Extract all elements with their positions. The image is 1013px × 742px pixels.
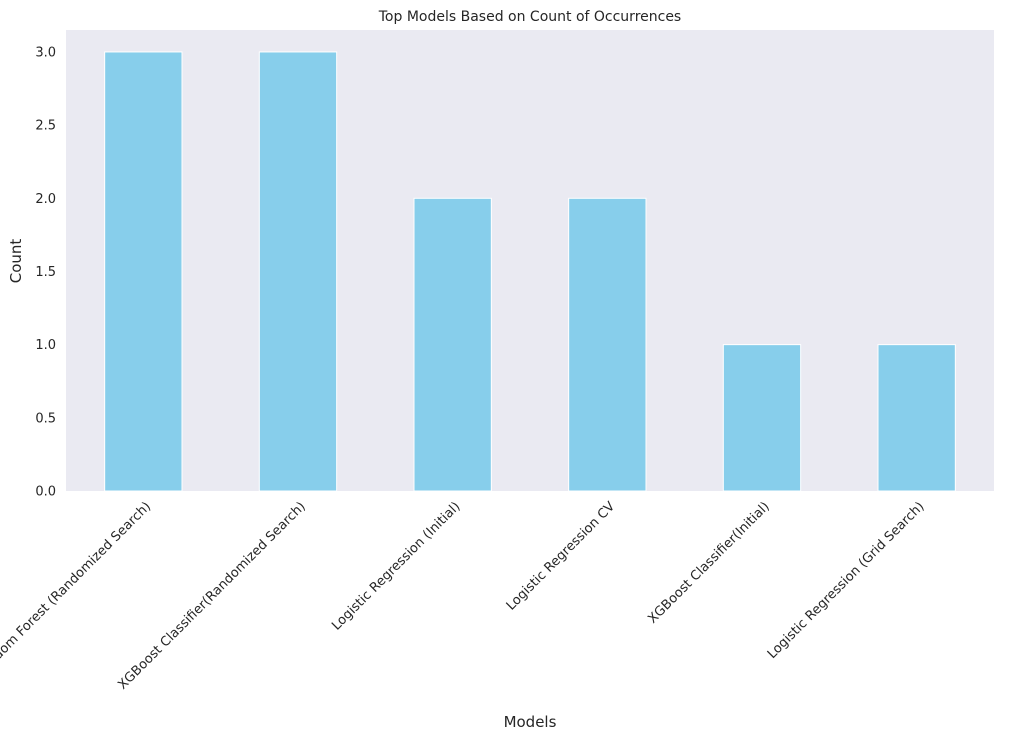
- x-tick-label-1: Random Forest (Randomized Search): [0, 499, 154, 680]
- bars-group: [104, 51, 956, 492]
- bar-1: [104, 51, 183, 492]
- y-tick-label-2: 0.5: [35, 411, 56, 426]
- bar-2: [258, 51, 338, 492]
- x-tick-label-2: XGBoost Classifier(Randomized Search): [115, 499, 308, 692]
- x-tick-label-3: Logistic Regression (Initial): [329, 499, 463, 633]
- bar-6: [877, 344, 956, 492]
- y-tick-label-3: 1.0: [35, 338, 56, 353]
- y-tick-label-5: 2.0: [35, 192, 56, 207]
- x-tick-label-4: Logistic Regression CV: [504, 499, 618, 613]
- x-tick-label-6: Logistic Regression (Grid Search): [765, 499, 928, 662]
- y-axis-label: Count: [7, 239, 25, 284]
- bar-4: [568, 197, 647, 492]
- x-tick-labels: Random Forest (Randomized Search)XGBoost…: [0, 499, 927, 693]
- y-tick-label-1: 0.0: [35, 485, 56, 500]
- bar-3: [413, 197, 492, 492]
- y-tick-label-6: 2.5: [35, 119, 56, 134]
- chart-title: Top Models Based on Count of Occurrences: [378, 9, 681, 25]
- bar-5: [722, 344, 802, 492]
- x-axis-label: Models: [504, 713, 557, 731]
- x-tick-label-5: XGBoost Classifier(Initial): [645, 499, 772, 626]
- plot-area: [66, 30, 994, 491]
- y-tick-labels: 0.0 0.5 1.0 1.5 2.0 2.5 3.0: [35, 45, 56, 499]
- y-tick-label-4: 1.5: [35, 265, 56, 280]
- y-tick-label-7: 3.0: [35, 45, 56, 60]
